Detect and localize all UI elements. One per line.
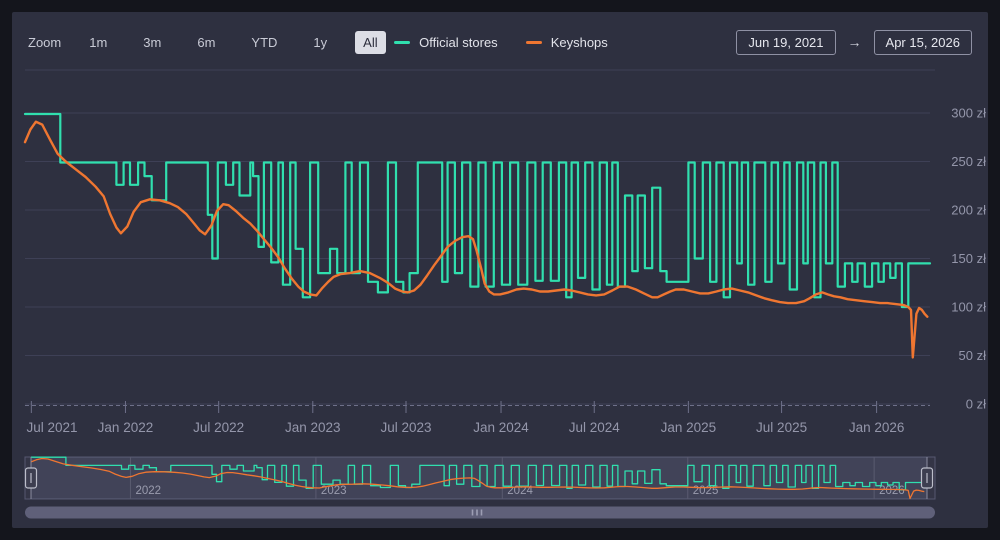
x-axis-label: Jul 2023 [380,420,431,435]
x-axis-label: Jan 2025 [661,420,717,435]
y-axis-label: 300 zł [951,106,986,121]
range-button-6m[interactable]: 6m [197,34,216,50]
date-from-input[interactable]: Jun 19, 2021 [736,29,836,55]
chart-panel [12,12,988,528]
x-axis-label: Jul 2024 [569,420,621,435]
date-range-inputs: Jun 19, 2021 → Apr 15, 2026 [736,29,972,55]
keyshops-line [23,120,929,359]
toolbar: Zoom 1m 3m 6m YTD 1y All Official stores… [28,28,972,56]
range-button-3m[interactable]: 3m [143,34,162,50]
navigator-keyshops-line [30,457,925,500]
y-axis-label: 150 zł [951,251,986,266]
legend-item-keyshops[interactable]: Keyshops [525,34,608,50]
x-axis-label: Jan 2024 [473,420,529,435]
navigator-year-label: 2022 [135,485,161,497]
legend: Official stores Keyshops [394,35,608,50]
navigator-year-label: 2024 [507,485,533,497]
range-button-1y[interactable]: 1y [313,34,328,50]
scrollbar-thumb[interactable] [25,506,935,519]
legend-label-keyshops: Keyshops [550,34,608,50]
official-stores-line [23,112,932,309]
zoom-label: Zoom [28,34,62,50]
x-axis-label: Jul 2021 [26,420,77,435]
range-button-all[interactable]: All [355,30,386,54]
x-axis-label: Jul 2025 [756,420,807,435]
navigator-handle-right[interactable] [920,467,934,489]
legend-item-official-stores[interactable]: Official stores [394,35,498,50]
range-selector: Zoom 1m 3m 6m YTD 1y All [28,30,386,54]
range-button-ytd[interactable]: YTD [251,34,278,50]
y-axis-label: 100 zł [951,300,986,315]
arrow-right-icon: → [847,34,862,50]
navigator-year-label: 2026 [879,485,905,497]
x-axis-label: Jan 2023 [285,420,341,435]
keyshops-marker-icon [525,40,542,44]
x-axis-label: Jul 2022 [193,420,244,435]
y-axis-label: 200 zł [951,203,986,218]
y-axis-label: 250 zł [951,154,986,169]
navigator-handle-left[interactable] [24,467,38,489]
y-axis-label: 50 zł [959,348,987,363]
y-axis-label: 0 zł [966,397,986,412]
navigator-selected-range[interactable] [31,457,927,499]
range-button-1m[interactable]: 1m [89,34,108,50]
x-axis-label: Jan 2022 [98,420,154,435]
navigator-official-stores-line [31,456,927,491]
date-to-input[interactable]: Apr 15, 2026 [873,29,972,55]
legend-label-official-stores: Official stores [419,34,498,50]
x-axis-label: Jan 2026 [849,420,905,435]
official-stores-marker-icon [394,40,411,44]
navigator-year-label: 2023 [321,485,347,497]
